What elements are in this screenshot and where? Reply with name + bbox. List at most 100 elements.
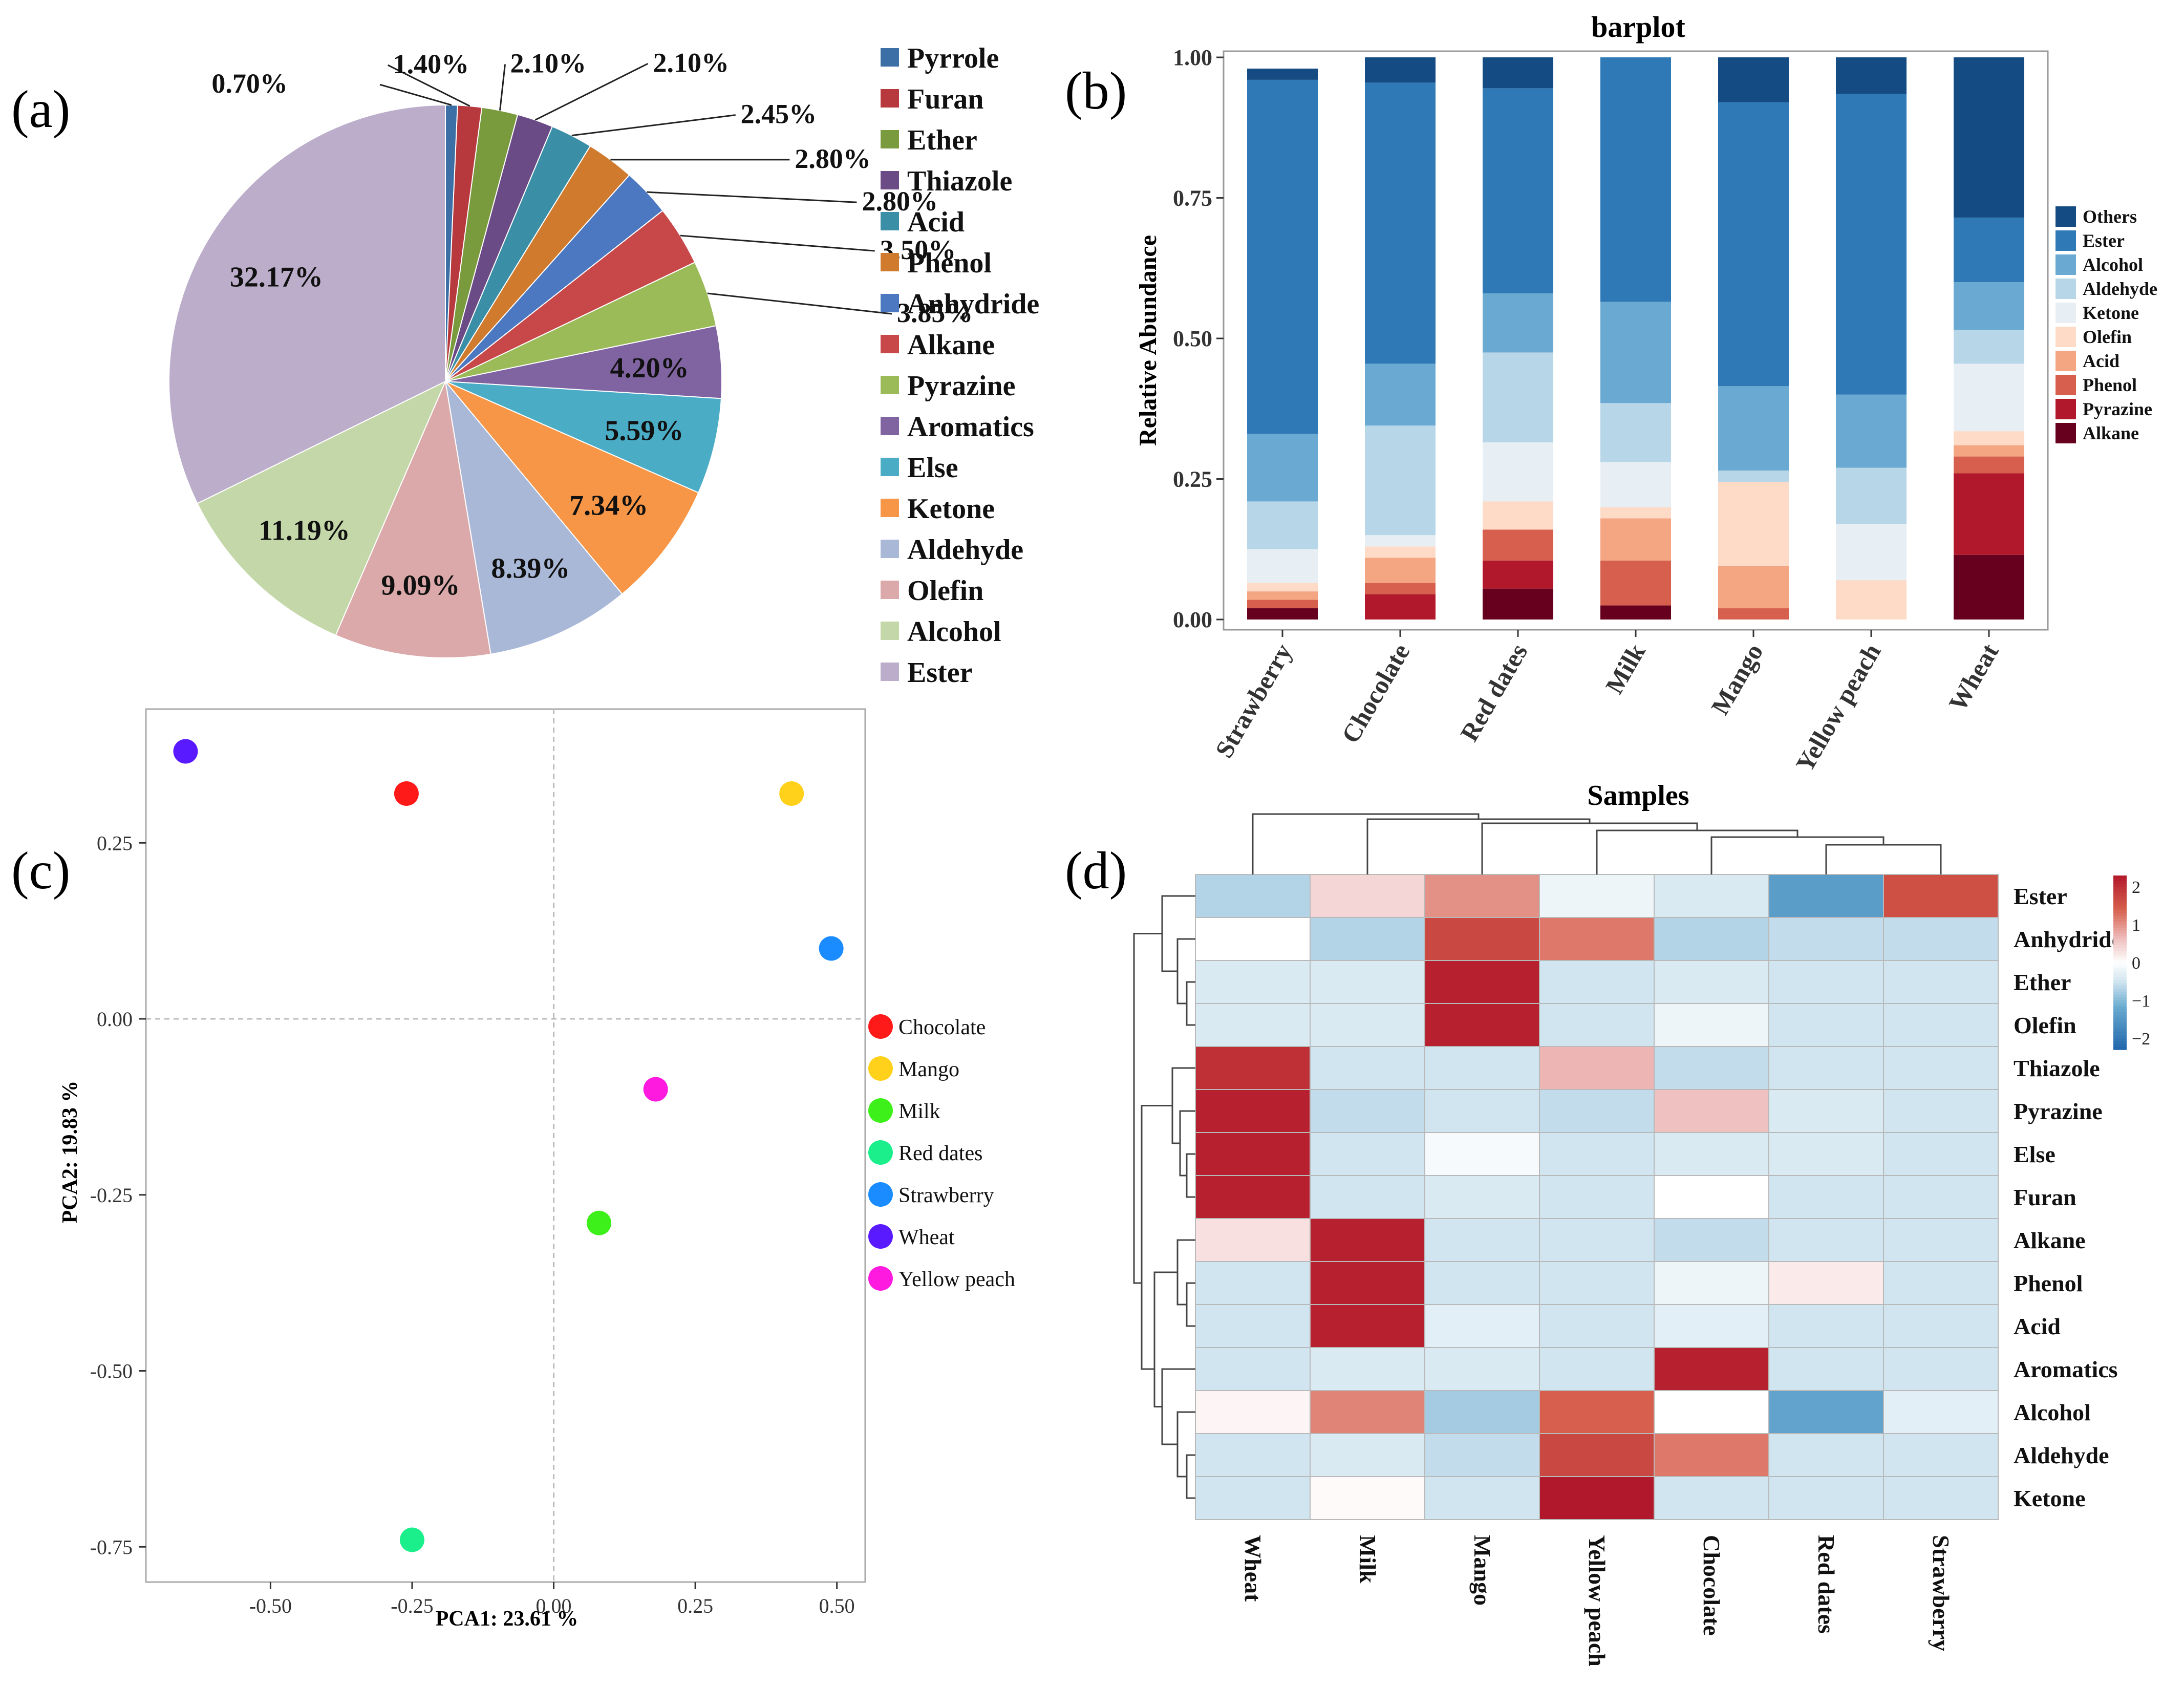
heatmap-row-label-ester: Ester	[2014, 883, 2067, 909]
heatmap-cell-phenol-yellow-peach	[1539, 1261, 1655, 1305]
heatmap-col-dendrogram-link	[1252, 813, 1480, 874]
heatmap-cell-aldehyde-wheat	[1195, 1433, 1311, 1477]
pie-label-phenol: 2.80%	[795, 143, 871, 174]
heatmap-cell-aromatics-mango	[1424, 1347, 1540, 1391]
bar-segment-wheat-ketone	[1954, 364, 2024, 432]
scatter-legend-label-milk: Milk	[898, 1100, 940, 1123]
bar-segment-yellow-peach-olefin	[1836, 580, 1907, 620]
heatmap-cell-anhydride-wheat	[1195, 917, 1311, 961]
bar-segment-milk-phenol	[1600, 560, 1671, 606]
heatmap-col-label-strawberry: Strawberry	[1928, 1535, 1954, 1651]
bar-legend-swatch-alkane	[2055, 423, 2076, 443]
heatmap-cell-alkane-strawberry	[1883, 1218, 1999, 1262]
pie-legend-swatch-thiazole	[881, 171, 899, 189]
heatmap-row-label-ketone: Ketone	[2014, 1485, 2086, 1511]
heatmap-cell-olefin-mango	[1424, 1003, 1540, 1047]
heatmap-row-dendrogram-link	[1186, 1454, 1195, 1499]
pie-legend-swatch-alkane	[881, 335, 899, 353]
pie-legend-swatch-alcohol	[881, 622, 899, 640]
heatmap-cell-ester-milk	[1310, 874, 1425, 918]
bar-segment-chocolate-others	[1365, 57, 1436, 83]
heatmap-row-label-anhydride: Anhydride	[2014, 926, 2122, 952]
heatmap-row-dendrogram-link	[1141, 1105, 1172, 1370]
pie-label-pyrrole: 0.70%	[211, 68, 288, 99]
heatmap-cell-alkane-wheat	[1195, 1218, 1311, 1262]
panel-label-d: (d)	[1065, 841, 1127, 900]
heatmap-cell-olefin-yellow-peach	[1539, 1003, 1655, 1047]
bar-segment-wheat-others	[1954, 57, 2024, 218]
colorbar-segment	[2113, 1012, 2127, 1015]
pie-leader-furan	[387, 64, 470, 107]
heatmap-cell-alkane-yellow-peach	[1539, 1218, 1655, 1262]
colorbar-segment	[2113, 977, 2127, 980]
heatmap-cell-acid-wheat	[1195, 1304, 1311, 1348]
heatmap-cell-phenol-red-dates	[1768, 1261, 1884, 1305]
colorbar-segment	[2113, 983, 2127, 987]
heatmap-cell-else-yellow-peach	[1539, 1132, 1655, 1176]
heatmap-cell-phenol-strawberry	[1883, 1261, 1999, 1305]
colorbar-segment	[2113, 895, 2127, 900]
heatmap-cell-ether-milk	[1310, 960, 1425, 1004]
colorbar-segment	[2113, 884, 2127, 888]
pie-legend-swatch-aromatics	[881, 417, 899, 435]
bar-segment-chocolate-ester	[1365, 82, 1436, 364]
bar-segment-milk-acid	[1600, 518, 1671, 561]
pie-leader-pyrrole	[379, 83, 452, 106]
colorbar-segment	[2113, 954, 2127, 957]
colorbar-segment	[2113, 942, 2127, 946]
bar-legend-swatch-ketone	[2055, 303, 2076, 323]
colorbar-segment	[2113, 986, 2127, 989]
colorbar-segment	[2113, 910, 2127, 914]
colorbar-segment	[2113, 899, 2127, 902]
bar-xtick-label-red-dates: Red dates	[1454, 639, 1533, 746]
pie-legend-swatch-pyrazine	[881, 376, 899, 394]
heatmap-row-label-aromatics: Aromatics	[2014, 1356, 2118, 1382]
heatmap-row-label-furan: Furan	[2014, 1184, 2076, 1210]
scatter-xtick-label: 0.50	[819, 1594, 855, 1617]
pie-legend-swatch-aldehyde	[881, 540, 899, 558]
colorbar-segment	[2113, 974, 2127, 978]
pie-label-olefin: 9.09%	[381, 570, 460, 602]
bar-legend-label-phenol: Phenol	[2083, 375, 2137, 395]
colorbar-segment	[2113, 922, 2127, 926]
heatmap-cell-pyrazine-chocolate	[1654, 1089, 1769, 1133]
heatmap-row-dendrogram-link	[1161, 1368, 1195, 1445]
heatmap-cell-else-red-dates	[1768, 1132, 1884, 1176]
bar-segment-red-dates-olefin	[1483, 501, 1553, 530]
heatmap-cell-alcohol-milk	[1310, 1390, 1425, 1434]
heatmap-cell-olefin-strawberry	[1883, 1003, 1999, 1047]
heatmap-cell-ether-strawberry	[1883, 960, 1999, 1004]
heatmap-row-label-alcohol: Alcohol	[2014, 1399, 2091, 1425]
heatmap-cell-ketone-strawberry	[1883, 1476, 1999, 1520]
colorbar-tick-label: 2	[2132, 878, 2140, 897]
pie-legend-swatch-anhydride	[881, 294, 899, 312]
heatmap-cell-ether-wheat	[1195, 960, 1311, 1004]
heatmap-cell-ester-yellow-peach	[1539, 874, 1655, 918]
bar-xtick-label-milk: Milk	[1600, 638, 1651, 698]
colorbar-segment	[2113, 1023, 2127, 1027]
heatmap-row-label-aldehyde: Aldehyde	[2014, 1442, 2109, 1468]
scatter-legend-marker-yellow-peach	[868, 1266, 893, 1291]
pie-leader-thiazole	[534, 62, 649, 121]
heatmap-cell-ester-red-dates	[1768, 874, 1884, 918]
heatmap-cell-aldehyde-yellow-peach	[1539, 1433, 1655, 1477]
heatmap-cell-alkane-milk	[1310, 1218, 1425, 1262]
pie-label-anhydride: 2.80%	[862, 186, 938, 217]
bar-segment-yellow-peach-others	[1836, 57, 1907, 94]
heatmap-cell-pyrazine-milk	[1310, 1089, 1425, 1133]
bar-segment-mango-olefin	[1718, 481, 1789, 566]
colorbar-segment	[2113, 875, 2127, 879]
heatmap-cell-pyrazine-red-dates	[1768, 1089, 1884, 1133]
pie-legend-label-anhydride: Anhydride	[907, 288, 1039, 320]
heatmap-cell-phenol-wheat	[1195, 1261, 1311, 1305]
colorbar-segment	[2113, 887, 2127, 891]
scatter-legend-marker-wheat	[868, 1224, 893, 1249]
heatmap-title: Samples	[1587, 780, 1689, 812]
pie-label-acid: 2.45%	[741, 99, 817, 130]
bar-segment-red-dates-phenol	[1483, 529, 1553, 561]
heatmap-row-dendrogram-link	[1179, 1110, 1195, 1177]
pie-label-aromatics: 4.20%	[610, 352, 689, 384]
scatter-legend-marker-red-dates	[868, 1140, 893, 1165]
bar-legend-swatch-alcohol	[2055, 254, 2076, 275]
bar-legend-swatch-others	[2055, 206, 2076, 227]
